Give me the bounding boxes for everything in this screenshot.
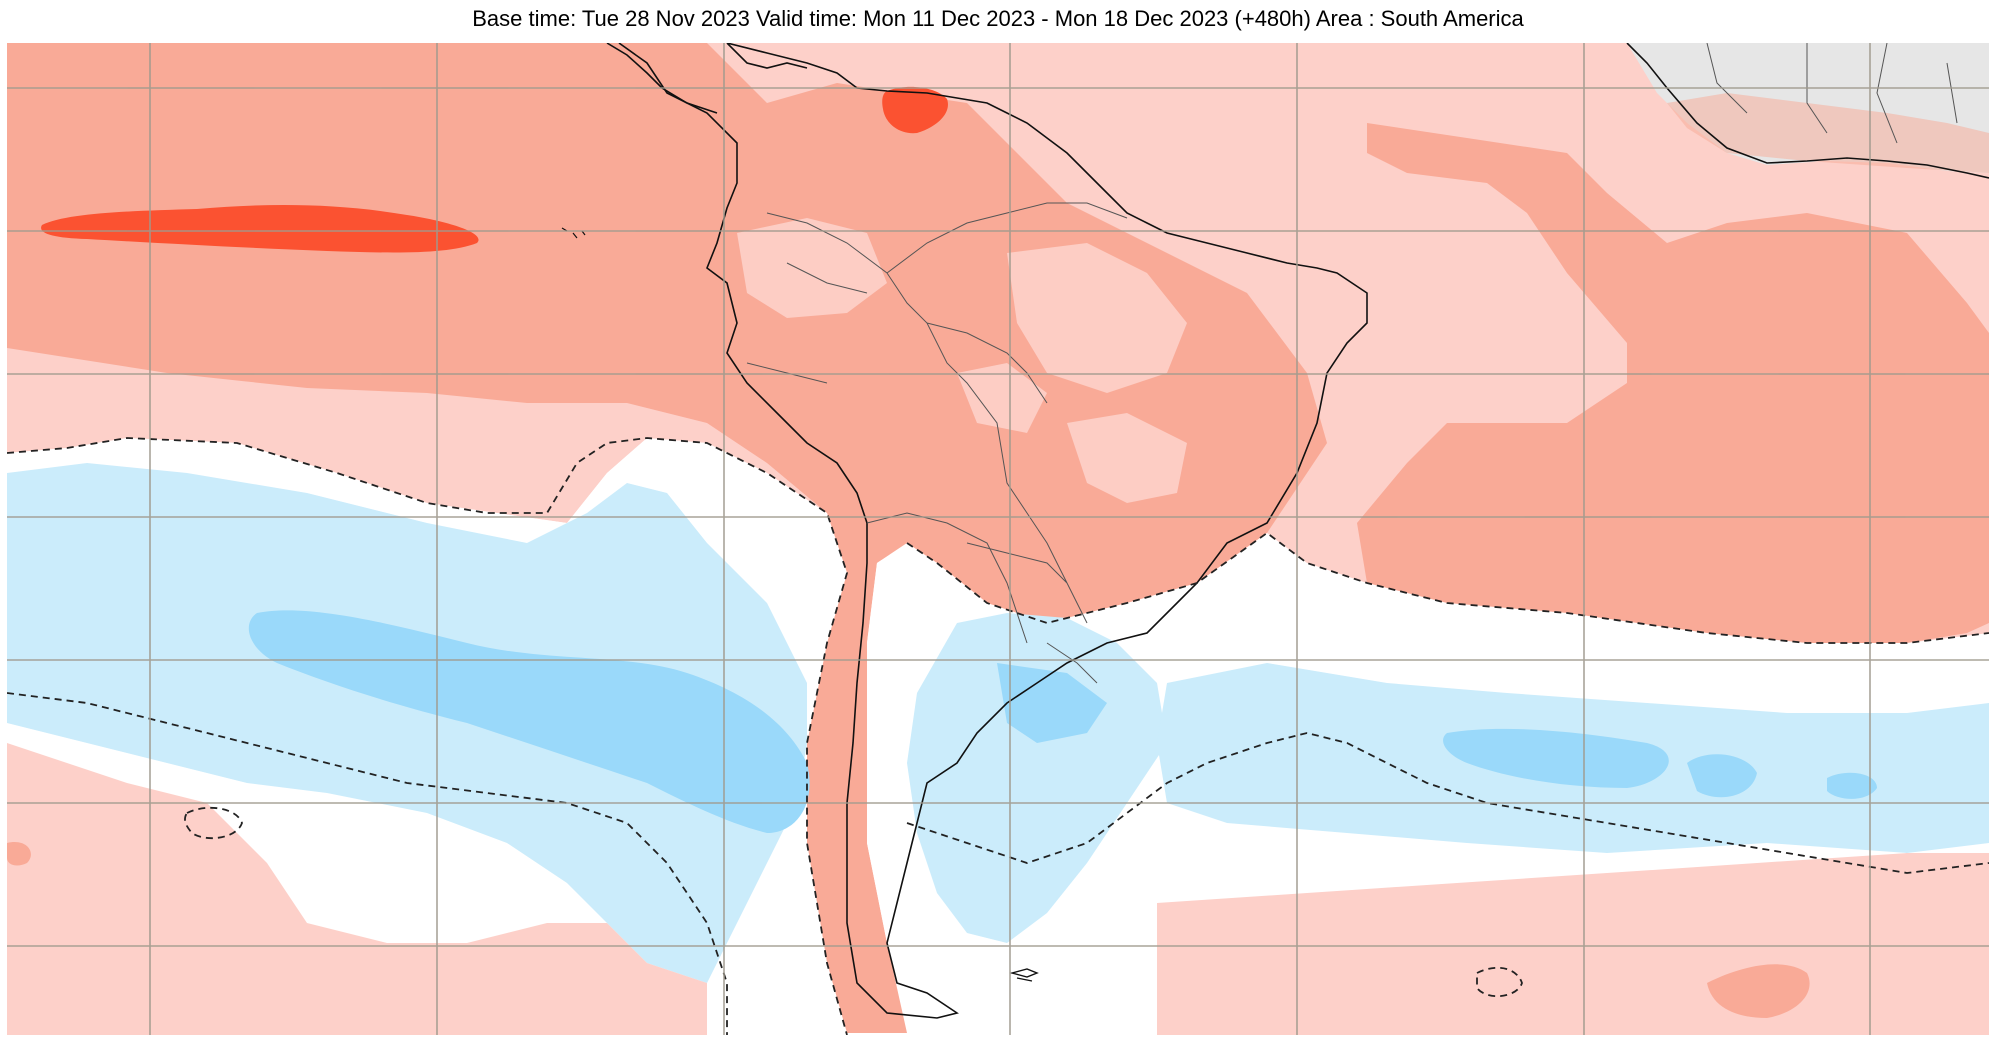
zero-anomaly-contour bbox=[7, 437, 1989, 1035]
land-africa-tint bbox=[1667, 93, 1989, 173]
anomaly-region-mid-red-north bbox=[7, 43, 1327, 1033]
anomaly-region-light-blue-argentina bbox=[907, 613, 1167, 943]
coastline-central-america bbox=[606, 43, 808, 114]
falkland-islands bbox=[1009, 968, 1039, 982]
anomaly-region-mid-blue-pacific bbox=[248, 610, 810, 833]
anomaly-region-strong-red-venezuela bbox=[882, 86, 948, 134]
country-borders-africa bbox=[1706, 43, 1958, 144]
graticule bbox=[7, 43, 1989, 1035]
coastline-africa bbox=[1626, 43, 1989, 179]
country-borders bbox=[746, 202, 1128, 684]
anomaly-region-light-red-interior bbox=[737, 218, 1187, 503]
coastline-south-america bbox=[618, 43, 1368, 1019]
map-title: Base time: Tue 28 Nov 2023 Valid time: M… bbox=[472, 6, 1524, 31]
anomaly-region-mid-blue-atlantic bbox=[1443, 728, 1877, 799]
anomaly-map bbox=[7, 43, 1989, 1035]
anomaly-region-mid-blue-argentina bbox=[997, 663, 1107, 743]
anomaly-region-light-blue-pacific bbox=[7, 463, 807, 983]
anomaly-region-light-red-south bbox=[7, 743, 1989, 1035]
anomaly-region-mid-red-atlantic bbox=[1357, 123, 1989, 643]
